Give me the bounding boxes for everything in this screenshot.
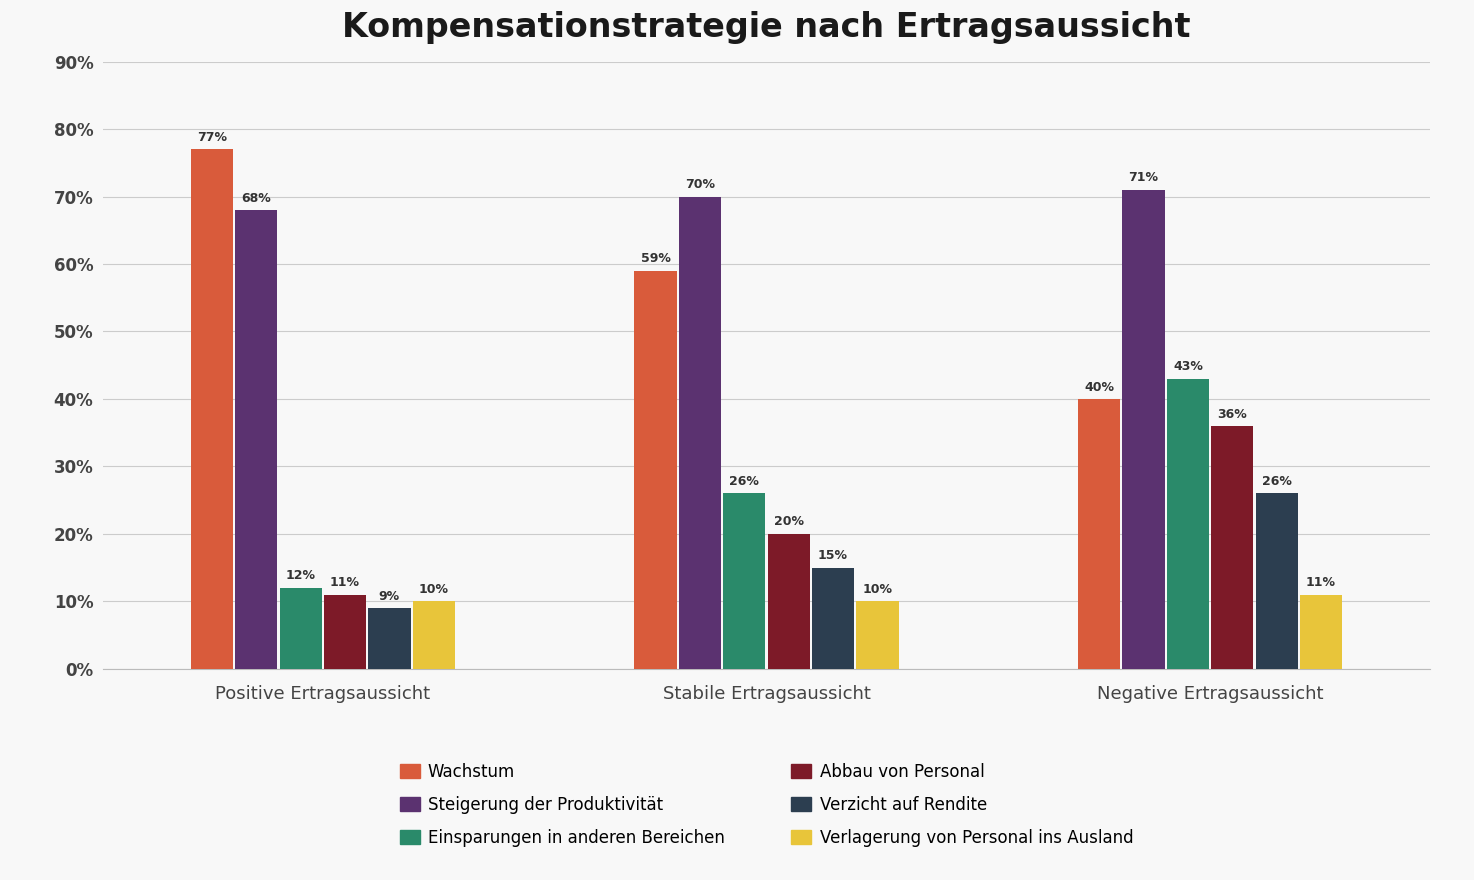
- Text: 40%: 40%: [1085, 380, 1114, 393]
- Text: 11%: 11%: [1306, 576, 1335, 590]
- Bar: [1300, 595, 1343, 669]
- Text: 15%: 15%: [818, 549, 848, 562]
- Bar: [1167, 378, 1209, 669]
- Text: 71%: 71%: [1129, 172, 1159, 185]
- Bar: [1122, 190, 1164, 669]
- Bar: [856, 601, 899, 669]
- Bar: [368, 608, 411, 669]
- Bar: [768, 534, 809, 669]
- Bar: [324, 595, 366, 669]
- Bar: [634, 271, 677, 669]
- Text: 10%: 10%: [862, 583, 892, 596]
- Text: 26%: 26%: [730, 475, 759, 488]
- Text: 68%: 68%: [242, 192, 271, 205]
- Text: 43%: 43%: [1173, 360, 1203, 373]
- Text: 10%: 10%: [419, 583, 448, 596]
- Text: 70%: 70%: [685, 178, 715, 191]
- Bar: [724, 494, 765, 669]
- Text: 11%: 11%: [330, 576, 360, 590]
- Text: 26%: 26%: [1262, 475, 1291, 488]
- Title: Kompensationstrategie nach Ertragsaussicht: Kompensationstrategie nach Ertragsaussic…: [342, 11, 1191, 44]
- Bar: [1256, 494, 1297, 669]
- Text: 12%: 12%: [286, 569, 315, 583]
- Bar: [1212, 426, 1253, 669]
- Bar: [680, 196, 721, 669]
- Legend: Wachstum, Steigerung der Produktivität, Einsparungen in anderen Bereichen, Abbau: Wachstum, Steigerung der Produktivität, …: [394, 756, 1139, 854]
- Bar: [236, 210, 277, 669]
- Bar: [812, 568, 853, 669]
- Text: 59%: 59%: [641, 253, 671, 266]
- Text: 9%: 9%: [379, 590, 399, 603]
- Text: 20%: 20%: [774, 516, 803, 529]
- Text: 77%: 77%: [198, 131, 227, 144]
- Text: 36%: 36%: [1218, 407, 1247, 421]
- Bar: [190, 150, 233, 669]
- Bar: [280, 588, 321, 669]
- Bar: [413, 601, 455, 669]
- Bar: [1077, 399, 1120, 669]
